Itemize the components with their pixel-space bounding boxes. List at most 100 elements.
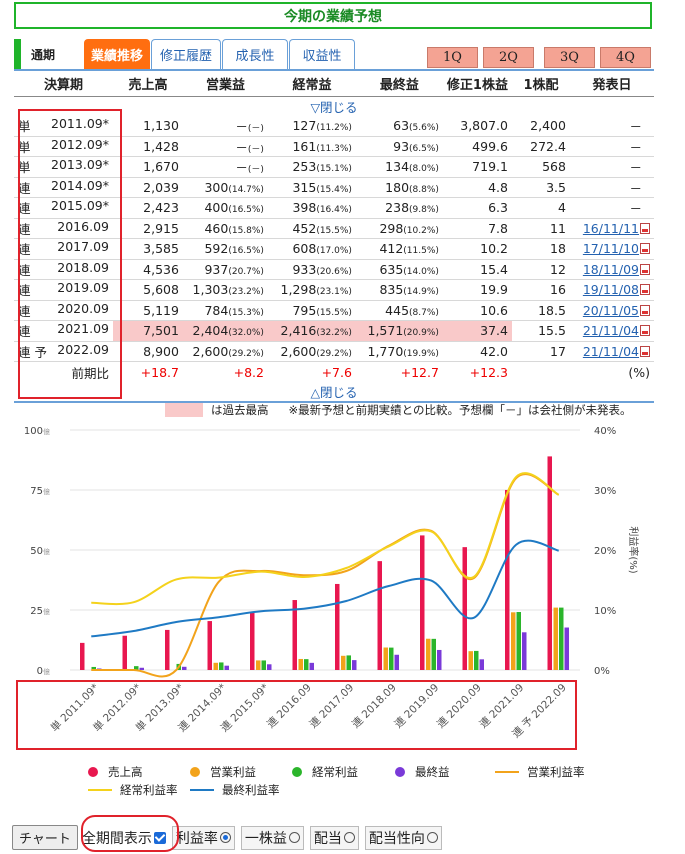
eps-cell: 15.4 [442, 259, 512, 280]
tab-revision-history[interactable]: 修正履歴 [151, 39, 221, 69]
period-label: 2022.09 [57, 341, 109, 357]
quarter-button-1q[interactable]: 1Q [427, 47, 478, 68]
ordinary-cell: 127(11.2%) [267, 115, 356, 137]
operating-cell: 300(14.7%) [182, 177, 268, 198]
bar-2-9 [474, 650, 479, 670]
quarter-button-4q[interactable]: 4Q [600, 47, 651, 68]
net-pct: (19.9%) [403, 348, 439, 359]
legend-sales[interactable]: 売上高 [88, 764, 143, 780]
pdf-icon[interactable] [640, 325, 650, 337]
pdf-icon[interactable] [640, 263, 650, 275]
period-label: 2017.09 [57, 239, 109, 255]
legend-op-margin[interactable]: 営業利益率 [495, 764, 585, 780]
legend-ord-margin[interactable]: 経常利益率 [88, 782, 178, 798]
eps-radio[interactable] [288, 832, 300, 843]
quarter-button-3q[interactable]: 3Q [544, 47, 595, 68]
pdf-icon[interactable] [640, 345, 650, 357]
col-header-date: 発表日 [569, 72, 654, 97]
ordinary-value: 253 [292, 159, 317, 175]
option-payout[interactable]: 配当性向 [364, 825, 442, 850]
operating-cell: 784(15.3%) [182, 300, 268, 321]
bar-0-7 [377, 561, 382, 670]
tab-performance[interactable]: 業績推移 [84, 39, 150, 69]
period-cell: 連 2020.09 [14, 300, 113, 321]
option-eps[interactable]: 一株益 [240, 825, 304, 850]
ordinary-pct: (15.5%) [316, 225, 352, 236]
report-date-link[interactable]: 20/11/05 [582, 302, 639, 318]
ordinary-cell: 253(15.1%) [267, 156, 356, 178]
margin-radio[interactable] [219, 832, 231, 843]
sales-cell: 7,501 [112, 320, 183, 342]
pdf-icon[interactable] [640, 243, 650, 255]
operating-value: － [235, 160, 248, 176]
quarter-button-2q[interactable]: 2Q [483, 47, 534, 68]
option-margin[interactable]: 利益率 [171, 825, 235, 850]
table-row: 単 2013.09* 1,670 －(－) 253(15.1%) 134(8.0%) 719… [14, 156, 654, 178]
chart-button[interactable]: チャート [12, 825, 78, 850]
net-pct: (6.5%) [409, 143, 439, 154]
yoy-empty [512, 362, 570, 383]
report-date-link[interactable]: 16/11/11 [582, 220, 639, 236]
dividend-cell: 17 [511, 341, 570, 362]
line-series-2 [91, 539, 560, 638]
bar-3-6 [352, 660, 357, 670]
ordinary-cell: 2,600(29.2%) [267, 341, 356, 362]
sales-cell: 1,428 [112, 136, 183, 157]
tab-bar: 通期 業績推移 修正履歴 成長性 収益性 1Q 2Q 3Q 4Q [14, 39, 654, 69]
sales-cell: 4,536 [112, 259, 183, 280]
ordinary-cell: 452(15.5%) [267, 218, 356, 239]
ordinary-pct: (11.3%) [316, 143, 352, 154]
tab-profitability[interactable]: 収益性 [289, 39, 355, 69]
col-header-period: 決算期 [14, 72, 113, 97]
dividend-cell: 12 [511, 259, 570, 280]
report-date-link[interactable]: 17/11/10 [582, 241, 639, 257]
bar-0-2 [165, 629, 170, 670]
report-date-link[interactable]: 21/11/04 [582, 343, 639, 359]
all-periods-checkbox[interactable] [153, 831, 166, 844]
accent-bar [14, 39, 21, 69]
y-tick-label: 25億 [30, 606, 50, 617]
net-value: 412 [379, 241, 404, 257]
net-cell: 238(9.8%) [355, 197, 443, 219]
report-date-link[interactable]: 19/11/08 [582, 282, 639, 298]
net-value: 1,770 [367, 343, 404, 359]
payout-radio[interactable] [426, 832, 438, 843]
tab-growth[interactable]: 成長性 [222, 39, 288, 69]
ordinary-value: 452 [292, 220, 317, 236]
pdf-icon[interactable] [640, 304, 650, 316]
report-date-link[interactable]: 18/11/09 [582, 261, 639, 277]
date-cell: 21/11/04 [569, 341, 654, 362]
all-periods-toggle[interactable]: 全期間表示 [82, 828, 166, 848]
legend-ordinary[interactable]: 経常利益 [292, 764, 358, 780]
dividend-radio[interactable] [343, 832, 355, 843]
y-tick-label: 0億 [37, 666, 50, 677]
bar-0-11 [547, 456, 552, 670]
legend-operating[interactable]: 営業利益 [190, 764, 256, 780]
operating-cell: －(－) [182, 156, 268, 178]
bar-0-10 [505, 489, 510, 670]
net-pct: (11.5%) [403, 246, 439, 257]
y-right-tick-label: 10% [594, 606, 616, 617]
record-high-swatch [165, 403, 203, 417]
pdf-icon[interactable] [640, 284, 650, 296]
net-value: 134 [385, 159, 410, 175]
consolidation-type: 連 [18, 180, 31, 196]
net-cell: 1,571(20.9%) [355, 320, 443, 342]
operating-value: 784 [204, 302, 229, 318]
operating-value: － [235, 119, 248, 134]
legend-net-margin[interactable]: 最終利益率 [190, 782, 280, 798]
net-value: 1,571 [367, 323, 404, 339]
legend-net[interactable]: 最終益 [395, 764, 450, 780]
net-pct: (8.7%) [409, 307, 439, 318]
report-date-link[interactable]: 21/11/04 [582, 323, 639, 339]
ordinary-pct: (23.1%) [316, 287, 352, 298]
collapse-toggle-top[interactable]: ▽閉じる [310, 99, 358, 115]
date-cell: － [569, 156, 654, 178]
pdf-icon[interactable] [640, 222, 650, 234]
option-dividend[interactable]: 配当 [309, 825, 359, 850]
collapse-toggle-bottom[interactable]: △閉じる [14, 382, 654, 403]
sales-swatch-icon [88, 767, 98, 777]
bar-3-4 [267, 664, 272, 670]
sales-cell: 1,670 [112, 156, 183, 178]
